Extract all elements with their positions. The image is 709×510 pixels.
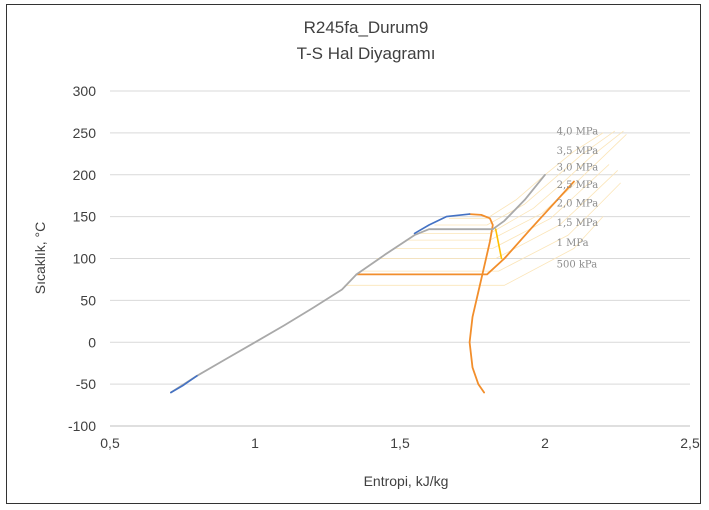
x-axis-label: Entropi, kJ/kg [364,473,449,489]
series-0-line-4 [393,164,610,249]
isobar-label-4: 2,0 MPa [557,199,599,210]
series-0-line-5 [376,170,618,259]
isobar-label-5: 1,5 MPa [557,218,599,229]
chart-frame [6,4,701,504]
y-tick-100: 100 [73,251,97,267]
chart-subtitle: T-S Hal Diyagramı [297,44,436,63]
isobar-label-3: 2,5 MPa [557,180,599,191]
y-tick-50: 50 [80,292,96,308]
series-4-line-0 [494,228,503,260]
y-tick-0: 0 [88,334,96,350]
y-tick--50: -50 [76,376,96,392]
x-tick-2: 2 [541,435,549,451]
y-tick-250: 250 [73,125,97,141]
y-tick-200: 200 [73,167,97,183]
series-0-line-2 [419,130,624,234]
x-tick-1,5: 1,5 [390,435,410,451]
chart-title: R245fa_Durum9 [304,18,429,37]
gridlines [110,90,690,427]
isobar-label-1: 3,5 MPa [557,146,599,157]
series-1-line-1 [468,213,494,394]
y-axis-label: Sıcaklık, °C [32,222,48,295]
x-tick-0,5: 0,5 [100,435,120,451]
series-1-line-0 [355,180,575,276]
isobar-label-2: 3,0 MPa [557,163,599,174]
series-0-line-7 [344,216,604,286]
series-3-line-0 [170,375,198,394]
series-0-line-6 [361,182,621,272]
isobar-label-7: 500 kPa [557,260,598,271]
y-tick-labels: -100 -50 0 50 100 150 200 250 300 [68,83,96,434]
series-lines [170,130,627,394]
isobar-labels: 4,0 MPa 3,5 MPa 3,0 MPa 2,5 MPa 2,0 MPa 1,5 M… [557,127,599,271]
isobar-label-6: 1 MPa [557,238,589,249]
x-tick-2,5: 2,5 [680,435,700,451]
series-2-line-0 [170,173,546,394]
isobar-label-0: 4,0 MPa [557,127,599,138]
x-tick-labels: 0,5 1 1,5 2 2,5 [100,435,700,451]
y-tick-300: 300 [73,83,97,99]
series-0-line-0 [448,132,604,219]
x-tick-1: 1 [251,435,259,451]
series-3-line-1 [413,213,471,235]
y-tick-150: 150 [73,209,97,225]
series-0-line-1 [434,130,615,226]
y-tick--100: -100 [68,418,96,434]
